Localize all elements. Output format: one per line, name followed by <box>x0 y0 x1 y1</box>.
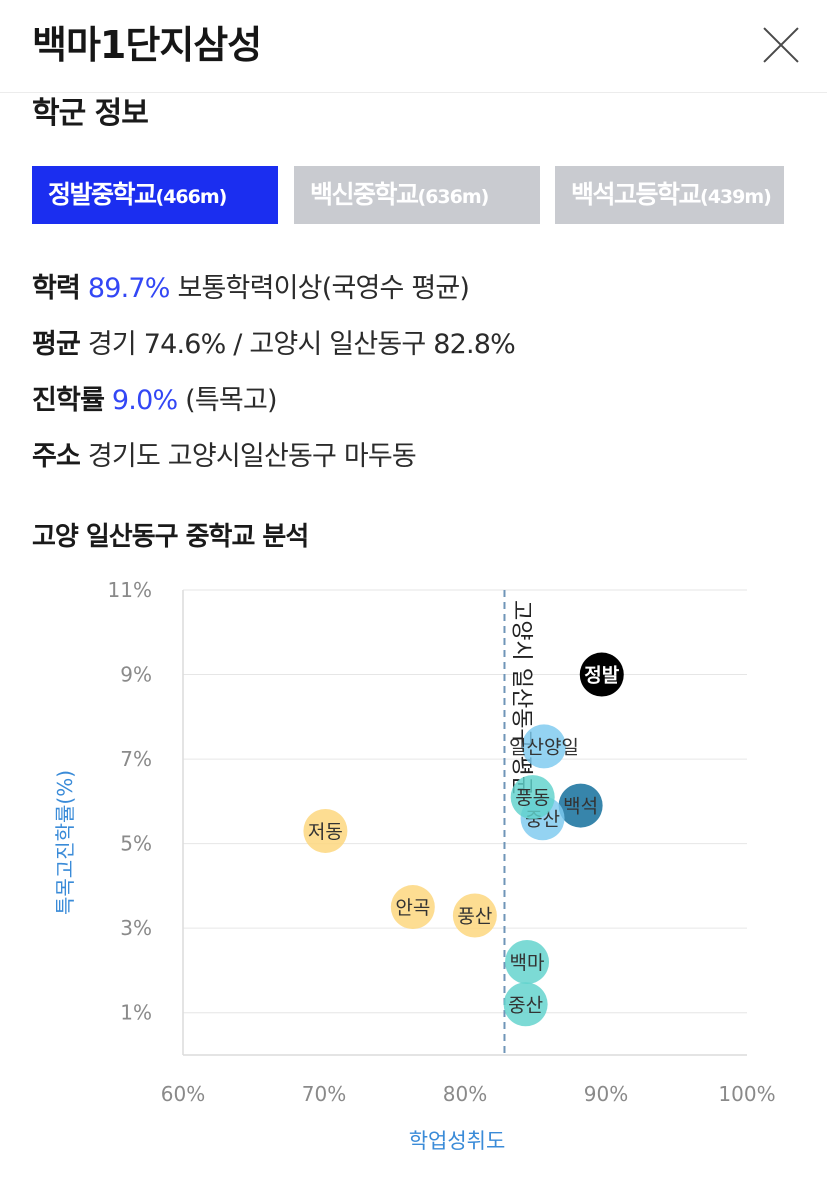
x-tick-label: 90% <box>584 1082 628 1106</box>
header: 백마1단지삼성 <box>0 0 827 93</box>
average-label: 평균 <box>32 329 81 360</box>
tab-distance: (636m) <box>417 186 490 208</box>
y-tick-label: 3% <box>120 916 152 940</box>
school-point[interactable] <box>579 652 624 697</box>
close-button[interactable] <box>756 20 806 70</box>
progress-row: 진학률 9.0% (특목고) <box>32 378 278 417</box>
tab-label: 백석고등학교 <box>571 180 702 209</box>
tab-distance: (439m) <box>700 186 772 208</box>
average-desc: 경기 74.6% / 고양시 일산동구 82.8% <box>87 329 516 360</box>
achievement-value: 89.7% <box>87 273 171 304</box>
school-point[interactable] <box>505 940 550 984</box>
y-tick-label: 5% <box>120 832 152 856</box>
school-tabs: 정발중학교(466m) 백신중학교(636m) 백석고등학교(439m) <box>32 166 784 224</box>
school-point[interactable] <box>503 982 548 1027</box>
school-point[interactable] <box>390 885 435 930</box>
y-axis-title: 특목고진학률(%) <box>53 770 77 915</box>
tab-label: 백신중학교 <box>310 180 419 209</box>
average-row: 평균 경기 74.6% / 고양시 일산동구 82.8% <box>32 322 516 361</box>
achievement-desc: 보통학력이상(국영수 평균) <box>177 273 470 304</box>
scatter-chart: 11% 9% 7% 5% 3% 1% 60% 70% 80% 90% 100% 학업성취도 특목고진학률… <box>53 578 776 1153</box>
progress-value: 9.0% <box>111 385 178 416</box>
achievement-label: 학력 <box>32 273 81 304</box>
school-point-label: 풍동 <box>515 787 550 809</box>
address-label: 주소 <box>32 441 81 472</box>
school-point-label: 백마 <box>510 952 545 974</box>
x-axis-title: 학업성취도 <box>409 1129 506 1153</box>
y-tick-label: 1% <box>120 1001 152 1025</box>
school-point-label: 저동 <box>308 821 343 843</box>
school-point[interactable] <box>303 808 348 853</box>
progress-label: 진학률 <box>32 385 105 416</box>
reference-line-label: 고양시 일산동구 평균 <box>508 600 533 796</box>
y-tick-label: 9% <box>120 663 152 687</box>
school-point[interactable] <box>521 724 566 769</box>
x-tick-label: 70% <box>302 1082 346 1106</box>
section-title: 학군 정보 <box>32 96 149 131</box>
school-point[interactable] <box>510 775 555 820</box>
school-point-label: 일산양일 <box>509 736 579 758</box>
tab-jeongbal-middle[interactable]: 정발중학교(466m) <box>32 166 278 224</box>
school-point[interactable] <box>452 893 497 938</box>
tab-distance: (466m) <box>155 186 228 208</box>
page-title: 백마1단지삼성 <box>32 23 262 67</box>
school-point-label: 안곡 <box>395 897 430 919</box>
school-point-label: 중산 <box>508 994 543 1016</box>
tab-baekseok-high[interactable]: 백석고등학교(439m) <box>555 166 784 224</box>
x-tick-label: 100% <box>718 1082 775 1106</box>
tab-label: 정발중학교 <box>48 180 157 209</box>
school-point-label: 백석 <box>563 796 598 818</box>
x-tick-label: 60% <box>161 1082 205 1106</box>
progress-desc: (특목고) <box>185 385 277 416</box>
achievement-row: 학력 89.7% 보통학력이상(국영수 평균) <box>32 266 470 305</box>
y-tick-label: 7% <box>120 747 152 771</box>
school-point-label: 정발 <box>584 665 619 687</box>
school-point[interactable] <box>558 783 603 828</box>
tab-baeksin-middle[interactable]: 백신중학교(636m) <box>294 166 540 224</box>
analysis-title: 고양 일산동구 중학교 분석 <box>32 522 309 552</box>
x-tick-label: 80% <box>443 1082 487 1106</box>
address-row: 주소 경기도 고양시일산동구 마두동 <box>32 434 417 473</box>
y-tick-label: 11% <box>108 578 152 602</box>
address-desc: 경기도 고양시일산동구 마두동 <box>87 441 417 472</box>
school-point-label: 풍산 <box>457 906 492 928</box>
